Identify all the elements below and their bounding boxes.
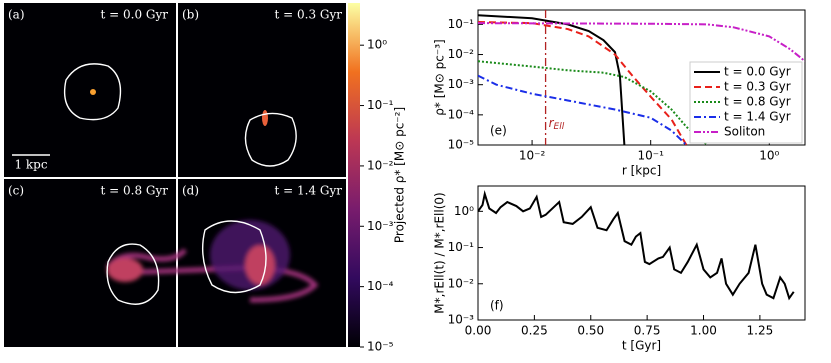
scale-bar-label: 1 kpc bbox=[14, 158, 47, 172]
plot-frame bbox=[477, 185, 806, 321]
blob bbox=[90, 89, 96, 95]
panel-time: t = 0.3 Gyr bbox=[274, 8, 342, 22]
panel-letter: (d) bbox=[182, 184, 199, 198]
colorbar bbox=[348, 3, 360, 347]
y-tick-label: 10⁻³ bbox=[448, 77, 475, 91]
contour bbox=[106, 243, 160, 305]
panel-label: (e) bbox=[490, 124, 507, 138]
panel-time: t = 0.0 Gyr bbox=[100, 8, 168, 22]
legend-label: t = 0.0 Gyr bbox=[724, 65, 791, 79]
x-tick-label: 0.25 bbox=[521, 324, 548, 338]
panel-letter: (a) bbox=[8, 8, 25, 22]
y-tick-label: 10⁻¹ bbox=[448, 17, 475, 31]
y-tick-label: 10⁻³ bbox=[448, 313, 475, 327]
colorbar-tick-label: 10⁻⁴ bbox=[367, 279, 394, 293]
reference-label: rEll bbox=[549, 116, 565, 132]
y-tick-label: 10⁻¹ bbox=[448, 240, 475, 254]
x-tick-label: 10⁻¹ bbox=[637, 149, 664, 163]
series-line bbox=[478, 74, 688, 145]
series-line bbox=[478, 60, 708, 145]
panel-c bbox=[4, 179, 176, 347]
panel-a bbox=[4, 3, 176, 177]
y-tick-label: 10⁻² bbox=[448, 276, 475, 290]
legend-label: t = 0.8 Gyr bbox=[724, 95, 791, 109]
colorbar-scale bbox=[348, 3, 360, 347]
y-axis-label: ρ* [M⊙ pc⁻³] bbox=[433, 39, 447, 115]
legend-label: t = 1.4 Gyr bbox=[724, 110, 791, 124]
series-line bbox=[478, 20, 688, 145]
x-tick-label: 0.50 bbox=[577, 324, 604, 338]
colorbar-tick-label: 10⁻¹ bbox=[367, 98, 394, 112]
legend-label: t = 0.3 Gyr bbox=[724, 80, 791, 94]
colorbar-tick-label: 10⁰ bbox=[367, 38, 387, 52]
x-tick-label: 0.75 bbox=[634, 324, 661, 338]
legend-box bbox=[689, 61, 803, 144]
colorbar-tick-label: 10⁻² bbox=[367, 158, 394, 172]
panel-letter: (c) bbox=[8, 184, 24, 198]
panel-label: (f) bbox=[490, 299, 504, 313]
panel-time: t = 1.4 Gyr bbox=[274, 184, 342, 198]
series-line bbox=[478, 14, 626, 145]
reference-label-sub: Ell bbox=[554, 122, 565, 132]
colorbar-label: Projected ρ* [M⊙ pc⁻²] bbox=[393, 107, 407, 243]
y-tick-label: 10⁻² bbox=[448, 47, 475, 61]
x-axis-label: t [Gyr] bbox=[622, 339, 661, 353]
plot-frame bbox=[477, 9, 806, 146]
x-tick-label: 0.00 bbox=[465, 324, 492, 338]
panel-letter: (b) bbox=[182, 8, 199, 22]
panel-b bbox=[178, 3, 346, 177]
x-tick-label: 1.25 bbox=[747, 324, 774, 338]
x-axis-label: r [kpc] bbox=[622, 164, 661, 178]
y-tick-label: 10⁻⁴ bbox=[448, 107, 475, 121]
x-tick-label: 10⁰ bbox=[759, 149, 779, 163]
y-tick-label: 10⁻⁵ bbox=[448, 138, 475, 152]
colorbar-tick-label: 10⁻⁵ bbox=[367, 340, 394, 354]
contour bbox=[244, 112, 297, 167]
legend-label: Soliton bbox=[724, 125, 765, 139]
reference-label-main: r bbox=[549, 116, 555, 130]
y-tick-label: 10⁰ bbox=[454, 204, 474, 218]
colorbar-tick-label: 10⁻³ bbox=[367, 219, 394, 233]
series-line bbox=[478, 190, 795, 301]
x-tick-label: 1.00 bbox=[690, 324, 717, 338]
contour bbox=[202, 220, 267, 294]
image-panels: 1 kpc bbox=[4, 3, 346, 347]
x-tick-label: 10⁻² bbox=[519, 149, 546, 163]
blob bbox=[262, 110, 268, 126]
series-line bbox=[478, 22, 805, 63]
panel-time: t = 0.8 Gyr bbox=[100, 184, 168, 198]
y-axis-label: M*,rEll(t) / M*,rEll(0) bbox=[433, 192, 447, 313]
stream bbox=[105, 220, 319, 303]
contour bbox=[63, 63, 122, 121]
